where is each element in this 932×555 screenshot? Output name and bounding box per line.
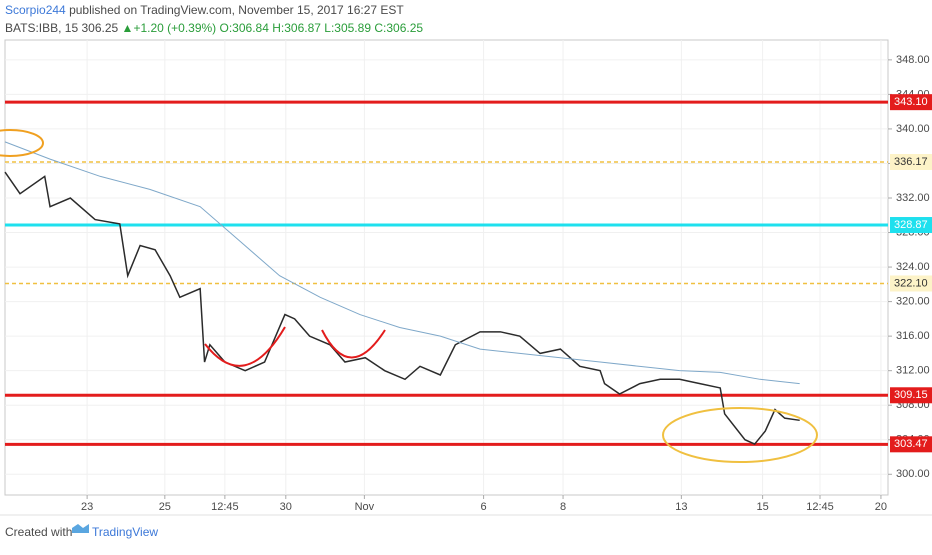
level-label: 343.10	[894, 96, 928, 108]
published: published on TradingView.com, November 1…	[69, 3, 404, 17]
symbol-line: BATS:IBB, 15 306.25 ▲+1.20 (+0.39%) O:30…	[5, 21, 423, 35]
axis-labels: 300.00304.00308.00312.00316.00320.00324.…	[81, 54, 932, 513]
y-tick-label: 324.00	[896, 261, 930, 273]
high: H:306.87	[272, 21, 321, 35]
y-tick-label: 332.00	[896, 192, 930, 204]
x-tick-label: 12:45	[806, 501, 834, 513]
up-arrow: ▲	[122, 21, 134, 35]
x-tick-label: 8	[560, 501, 566, 513]
symbol: BATS:IBB, 15	[5, 21, 78, 35]
header-line: Scorpio244 published on TradingView.com,…	[5, 3, 404, 17]
author[interactable]: Scorpio244	[5, 3, 66, 17]
y-tick-label: 348.00	[896, 54, 930, 66]
level-label: 309.15	[894, 389, 928, 401]
close: C:306.25	[374, 21, 423, 35]
level-tag	[890, 387, 932, 404]
x-tick-label: 25	[159, 501, 171, 513]
y-tick-label: 316.00	[896, 330, 930, 342]
arc	[204, 326, 286, 367]
footer-brand[interactable]: TradingView	[92, 525, 158, 539]
x-tick-label: 15	[756, 501, 768, 513]
level-tag	[890, 217, 932, 234]
level-tag	[890, 153, 932, 170]
footer-created: Created with	[5, 525, 72, 539]
arc	[321, 329, 386, 359]
x-tick-label: 20	[875, 501, 887, 513]
x-tick-label: 23	[81, 501, 93, 513]
y-tick-label: 300.00	[896, 468, 930, 480]
change: +1.20 (+0.39%)	[133, 21, 216, 35]
x-tick-label: 6	[481, 501, 487, 513]
x-tick-label: 12:45	[211, 501, 239, 513]
level-label: 328.87	[894, 219, 928, 231]
price-line	[4, 141, 800, 385]
x-tick-label: 30	[280, 501, 292, 513]
level-label: 336.17	[894, 156, 928, 168]
y-tick-label: 340.00	[896, 123, 930, 135]
marks	[4, 100, 888, 446]
annotations	[0, 129, 818, 463]
level-tag	[890, 275, 932, 292]
x-tick-label: Nov	[355, 501, 375, 513]
low: L:305.89	[324, 21, 371, 35]
grid	[5, 40, 888, 495]
x-tick-label: 13	[675, 501, 687, 513]
brand-icon	[72, 524, 89, 533]
open: O:306.84	[220, 21, 270, 35]
level-label: 303.47	[894, 438, 928, 450]
last: 306.25	[82, 21, 119, 35]
level-tag	[890, 436, 932, 453]
ellipse	[662, 407, 818, 463]
y-tick-label: 320.00	[896, 296, 930, 308]
y-tick-label: 312.00	[896, 365, 930, 377]
level-tag	[890, 94, 932, 111]
level-label: 322.10	[894, 277, 928, 289]
price-line	[4, 171, 800, 445]
ellipse	[0, 129, 44, 157]
